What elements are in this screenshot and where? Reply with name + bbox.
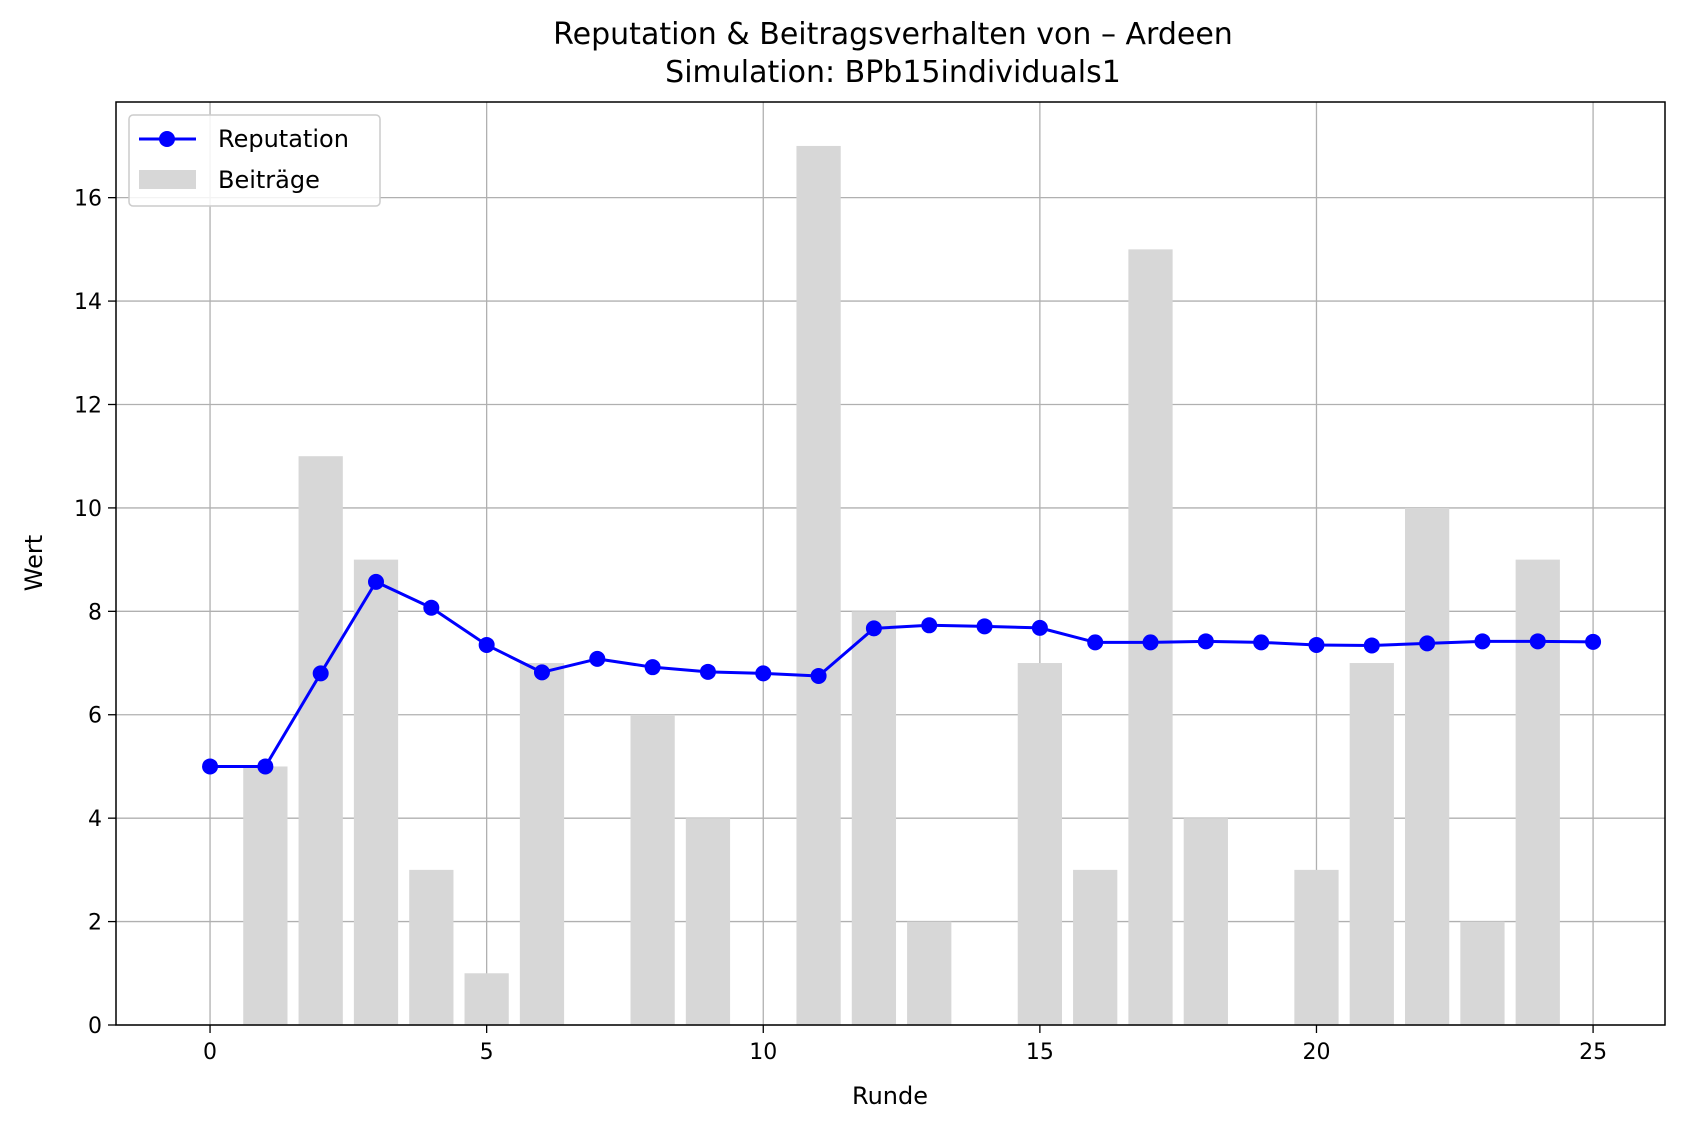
point-reputation [423, 599, 440, 616]
x-tick-label: 15 [1026, 1040, 1054, 1065]
bar-beitraege [298, 456, 343, 1025]
y-axis-label: Wert [20, 535, 48, 591]
point-reputation [1529, 633, 1546, 650]
chart-subtitle: Simulation: BPb15individuals1 [665, 55, 1121, 90]
point-reputation [589, 650, 606, 667]
y-tick-label: 0 [88, 1014, 102, 1039]
y-tick-label: 6 [88, 704, 102, 729]
point-reputation [1474, 633, 1491, 650]
point-reputation [533, 664, 550, 681]
point-reputation [810, 667, 827, 684]
x-tick-label: 25 [1579, 1040, 1607, 1065]
point-reputation [644, 659, 661, 676]
x-tick-label: 20 [1302, 1040, 1330, 1065]
bar-beitraege [519, 663, 565, 1025]
point-reputation [1419, 635, 1436, 652]
bar-beitraege [353, 559, 399, 1025]
y-tick-label: 2 [88, 911, 102, 936]
y-tick-label: 16 [74, 187, 102, 212]
bar-beitraege [685, 818, 731, 1025]
point-reputation [755, 665, 772, 682]
point-reputation [202, 758, 219, 775]
legend-bar-swatch [139, 170, 196, 189]
y-tick-label: 14 [74, 290, 102, 315]
y-tick-label: 4 [88, 807, 102, 832]
legend-label-reputation: Reputation [218, 125, 349, 153]
point-reputation [312, 665, 329, 682]
bar-beitraege [907, 921, 952, 1025]
legend-label-beitraege: Beiträge [218, 166, 320, 194]
bar-beitraege [796, 145, 841, 1025]
point-reputation [1585, 633, 1602, 650]
line-reputation [210, 580, 1594, 768]
bar-beitraege [630, 714, 675, 1025]
plot-frame [115, 101, 1666, 1026]
point-reputation [1197, 633, 1214, 650]
bar-beitraege [1515, 559, 1560, 1025]
legend: Reputation Beiträge [128, 114, 381, 207]
y-tick-label: 12 [74, 393, 102, 418]
point-reputation [921, 617, 938, 634]
bar-beitraege [1404, 507, 1450, 1025]
point-reputation [478, 636, 495, 653]
x-tick-label: 0 [203, 1040, 217, 1065]
bar-beitraege [1073, 869, 1118, 1025]
bar-beitraege [409, 869, 454, 1025]
point-reputation [257, 758, 274, 775]
bar-beitraege [243, 766, 288, 1025]
bar-beitraege [1460, 921, 1505, 1025]
bar-series [243, 145, 1560, 1025]
point-reputation [1087, 634, 1104, 651]
point-reputation [1363, 637, 1380, 654]
y-tick-label: 8 [88, 600, 102, 625]
x-axis-label: Runde [852, 1082, 928, 1110]
bar-beitraege [1017, 663, 1062, 1025]
point-reputation [1031, 619, 1048, 636]
y-tick-label: 10 [74, 497, 102, 522]
bar-beitraege [1294, 869, 1339, 1025]
x-tick-label: 5 [480, 1040, 494, 1065]
legend-marker-swatch [159, 131, 175, 147]
y-axis-ticks: 0 2 4 6 8 10 12 14 16 [74, 187, 116, 1039]
line-series [202, 573, 1602, 775]
chart-title: Reputation & Beitragsverhalten von – Ard… [553, 17, 1233, 52]
x-tick-label: 10 [749, 1040, 777, 1065]
point-reputation [976, 618, 993, 635]
point-reputation [1142, 634, 1159, 651]
point-reputation [865, 620, 882, 637]
point-reputation [368, 573, 385, 590]
point-reputation [1253, 634, 1270, 651]
point-reputation [699, 663, 716, 680]
bar-beitraege [464, 973, 509, 1025]
bar-beitraege [1349, 663, 1394, 1025]
point-reputation [1308, 636, 1325, 653]
x-axis-ticks: 0 5 10 15 20 25 [203, 1025, 1607, 1065]
bar-beitraege [1183, 818, 1228, 1025]
bar-beitraege [851, 611, 897, 1025]
